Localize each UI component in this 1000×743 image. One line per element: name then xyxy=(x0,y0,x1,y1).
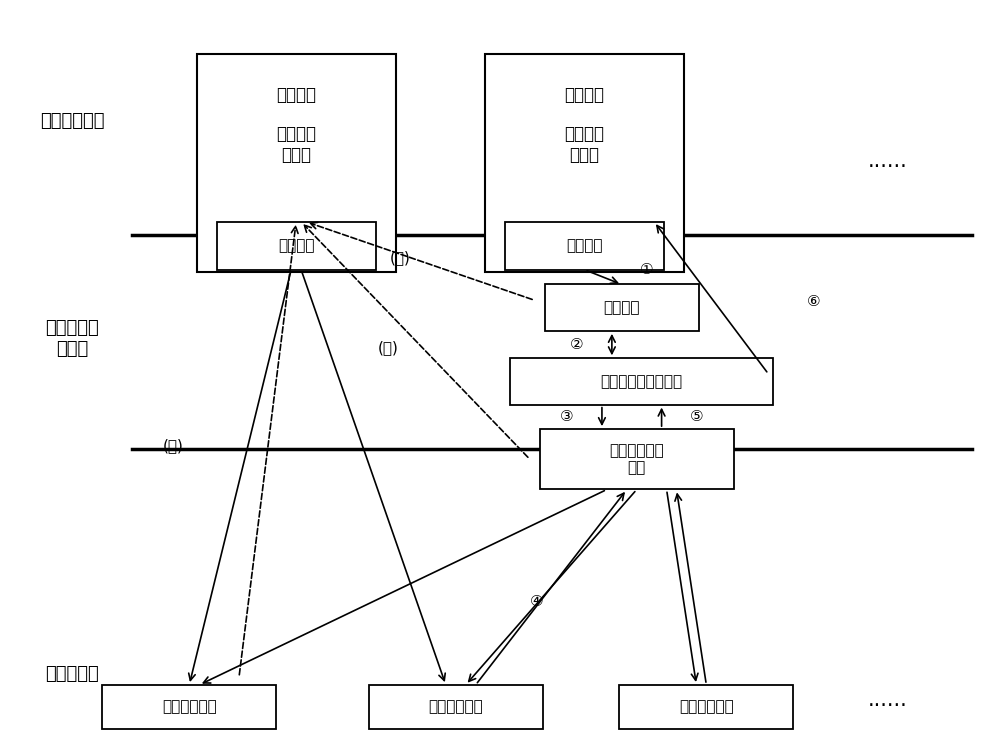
Bar xyxy=(505,222,664,270)
Text: 判定模块: 判定模块 xyxy=(604,300,640,315)
Text: 文件元数据
服务层: 文件元数据 服务层 xyxy=(46,319,99,357)
Text: ①: ① xyxy=(640,262,653,277)
Text: 应用程序: 应用程序 xyxy=(565,86,605,104)
Text: (三): (三) xyxy=(163,438,184,453)
Text: ⑤: ⑤ xyxy=(690,409,703,424)
Text: ②: ② xyxy=(570,337,584,352)
Text: 网络存储设备: 网络存储设备 xyxy=(679,700,734,715)
Text: 文件客户端层: 文件客户端层 xyxy=(40,111,105,130)
Text: 网络存储设备: 网络存储设备 xyxy=(428,700,483,715)
Text: 网络存储设备: 网络存储设备 xyxy=(162,700,217,715)
Text: 存储设备层: 存储设备层 xyxy=(46,665,99,683)
Bar xyxy=(540,429,734,490)
Bar xyxy=(102,685,276,729)
Text: ③: ③ xyxy=(560,409,574,424)
Text: 判定模块: 判定模块 xyxy=(566,239,603,253)
Bar xyxy=(545,285,699,331)
Text: 文件元数据管理模块: 文件元数据管理模块 xyxy=(601,374,683,389)
Text: (一): (一) xyxy=(390,250,411,265)
Text: ......: ...... xyxy=(868,152,908,172)
Text: ⑥: ⑥ xyxy=(806,294,820,309)
Text: (二): (二) xyxy=(378,340,399,355)
Text: 文件系统
客户端: 文件系统 客户端 xyxy=(565,125,605,163)
Text: ......: ...... xyxy=(868,690,908,710)
Bar xyxy=(217,222,376,270)
Bar xyxy=(485,54,684,272)
Bar xyxy=(510,358,773,405)
Bar xyxy=(619,685,793,729)
Text: 文件数据缓存
模块: 文件数据缓存 模块 xyxy=(609,443,664,476)
Text: 应用程序: 应用程序 xyxy=(276,86,316,104)
Text: ④: ④ xyxy=(529,594,543,609)
Text: 文件系统
客户端: 文件系统 客户端 xyxy=(276,125,316,163)
Bar xyxy=(197,54,396,272)
Text: 判定模块: 判定模块 xyxy=(278,239,314,253)
Bar xyxy=(369,685,543,729)
